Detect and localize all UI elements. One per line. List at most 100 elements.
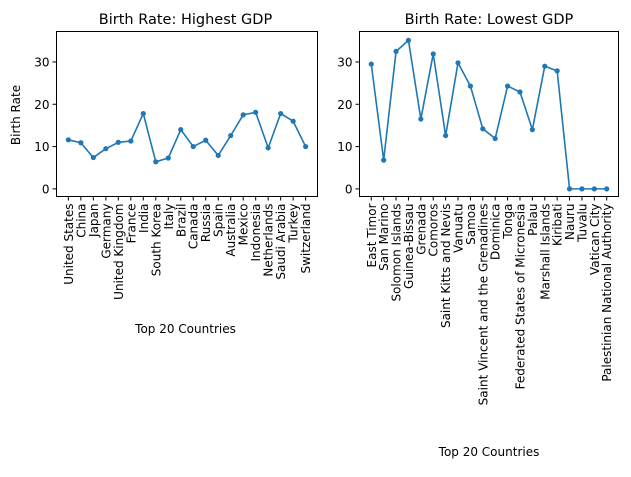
right-data-point bbox=[443, 132, 449, 139]
right-x-tick-label: Solomon Islands bbox=[390, 204, 404, 302]
right-x-tick-label: San Marino bbox=[377, 204, 391, 271]
left-data-point bbox=[78, 140, 84, 146]
right-data-point bbox=[455, 60, 461, 66]
left-y-ticks: 0 10 20 30 bbox=[34, 55, 57, 196]
right-data-point bbox=[579, 186, 585, 192]
left-data-point bbox=[165, 155, 171, 161]
left-data-point bbox=[103, 146, 109, 152]
right-series-line bbox=[370, 39, 607, 190]
right-data-point bbox=[430, 51, 436, 57]
left-x-tick-label: South Korea bbox=[149, 204, 163, 277]
right-y-tick-label: 10 bbox=[337, 140, 352, 154]
left-plot-frame bbox=[56, 31, 318, 197]
left-data-point bbox=[115, 139, 121, 145]
left-subplot: Birth Rate: Highest GDP Birth Rate Top 2… bbox=[9, 12, 318, 336]
right-x-tick-label: Comoros bbox=[427, 204, 441, 257]
right-x-tick-label: Vatican City bbox=[588, 204, 602, 276]
right-series-points bbox=[368, 37, 610, 192]
left-x-tick-label: Spain bbox=[212, 204, 226, 238]
left-x-tick-label: Japan bbox=[87, 204, 101, 238]
left-x-tick-label: Netherlands bbox=[262, 204, 276, 277]
left-y-tick-label: 30 bbox=[34, 55, 49, 69]
left-x-tick-label: Canada bbox=[187, 204, 201, 250]
left-y-tick-label: 20 bbox=[34, 98, 49, 112]
left-x-tick-label: Germany bbox=[99, 204, 113, 259]
left-x-tick-label: Turkey bbox=[287, 204, 301, 244]
right-data-point bbox=[591, 186, 597, 192]
left-data-point bbox=[203, 137, 209, 143]
left-data-point bbox=[90, 154, 96, 161]
right-x-tick-label: Tonga bbox=[501, 204, 515, 240]
right-y-ticks: 0 10 20 30 bbox=[337, 55, 360, 196]
right-chart-title: Birth Rate: Lowest GDP bbox=[405, 12, 574, 28]
left-data-point bbox=[140, 110, 146, 117]
right-x-tick-label: Federated States of Micronesia bbox=[513, 204, 527, 390]
left-data-point bbox=[303, 143, 309, 150]
right-plot-frame bbox=[359, 31, 619, 197]
right-subplot: Birth Rate: Lowest GDP Top 20 Countries … bbox=[337, 12, 619, 459]
right-data-point bbox=[529, 127, 535, 133]
right-data-point bbox=[517, 89, 523, 95]
right-x-tick-label: Tuvalu bbox=[575, 204, 589, 244]
left-y-axis-label: Birth Rate bbox=[9, 85, 23, 145]
right-x-tick-label: Nauru bbox=[563, 204, 577, 240]
right-x-tick-label: Kiribati bbox=[551, 204, 565, 246]
left-x-tick-label: Indonesia bbox=[249, 204, 263, 262]
right-data-point bbox=[566, 186, 573, 192]
left-data-point bbox=[278, 110, 284, 117]
left-data-point bbox=[178, 127, 184, 133]
left-data-point bbox=[265, 145, 271, 151]
left-data-point bbox=[190, 143, 196, 150]
right-data-point bbox=[492, 135, 498, 142]
right-x-tick-label: Dominica bbox=[489, 204, 503, 261]
right-x-tick-label: Saint Vincent and the Grenadines bbox=[476, 204, 490, 406]
right-data-point bbox=[418, 116, 424, 122]
left-chart-title: Birth Rate: Highest GDP bbox=[99, 12, 273, 28]
left-x-tick-label: Switzerland bbox=[299, 204, 313, 274]
right-x-tick-label: Marshall Islands bbox=[538, 204, 552, 300]
right-x-axis-label: Top 20 Countries bbox=[438, 445, 540, 459]
left-data-point bbox=[240, 112, 246, 118]
right-data-point bbox=[604, 186, 610, 192]
right-data-point bbox=[480, 126, 486, 132]
left-x-tick-label: India bbox=[137, 204, 151, 233]
left-y-tick-label: 10 bbox=[34, 140, 49, 154]
left-x-tick-label: Mexico bbox=[237, 204, 251, 246]
left-data-point bbox=[253, 109, 259, 115]
right-data-point bbox=[405, 37, 412, 43]
right-y-tick-label: 20 bbox=[337, 98, 352, 112]
left-series-points bbox=[65, 109, 309, 165]
right-data-point bbox=[504, 83, 511, 89]
left-data-point bbox=[153, 159, 159, 165]
right-x-tick-label: East Timor bbox=[365, 203, 379, 267]
right-x-tick-label: Palestinian National Authority bbox=[600, 204, 614, 382]
right-y-tick-label: 0 bbox=[345, 182, 353, 196]
right-x-tick-label: Saint Kitts and Nevis bbox=[439, 204, 453, 329]
left-x-tick-label: United Kingdom bbox=[112, 204, 126, 300]
right-data-point bbox=[467, 83, 474, 89]
right-data-point bbox=[393, 48, 399, 54]
right-x-tick-label: Grenada bbox=[414, 204, 428, 255]
left-data-point bbox=[290, 118, 296, 124]
left-y-tick-label: 0 bbox=[42, 182, 50, 196]
right-data-point bbox=[554, 68, 560, 74]
left-x-tick-label: France bbox=[124, 204, 138, 244]
left-x-tick-label: Russia bbox=[199, 204, 213, 243]
left-data-point bbox=[228, 132, 234, 139]
right-x-tick-label: Palau bbox=[526, 204, 540, 236]
left-x-tick-label: United States bbox=[62, 204, 76, 285]
left-x-axis-label: Top 20 Countries bbox=[134, 322, 236, 336]
left-x-tick-label: Saudi Arabia bbox=[274, 204, 288, 280]
left-data-point bbox=[215, 152, 221, 159]
left-data-point bbox=[128, 138, 134, 144]
right-data-point bbox=[368, 61, 374, 67]
left-x-tick-label: Australia bbox=[224, 204, 238, 257]
left-x-tick-label: China bbox=[74, 204, 88, 238]
right-y-tick-label: 30 bbox=[337, 55, 352, 69]
right-x-tick-label: Samoa bbox=[464, 204, 478, 245]
left-x-tick-label: Brazil bbox=[174, 204, 188, 238]
